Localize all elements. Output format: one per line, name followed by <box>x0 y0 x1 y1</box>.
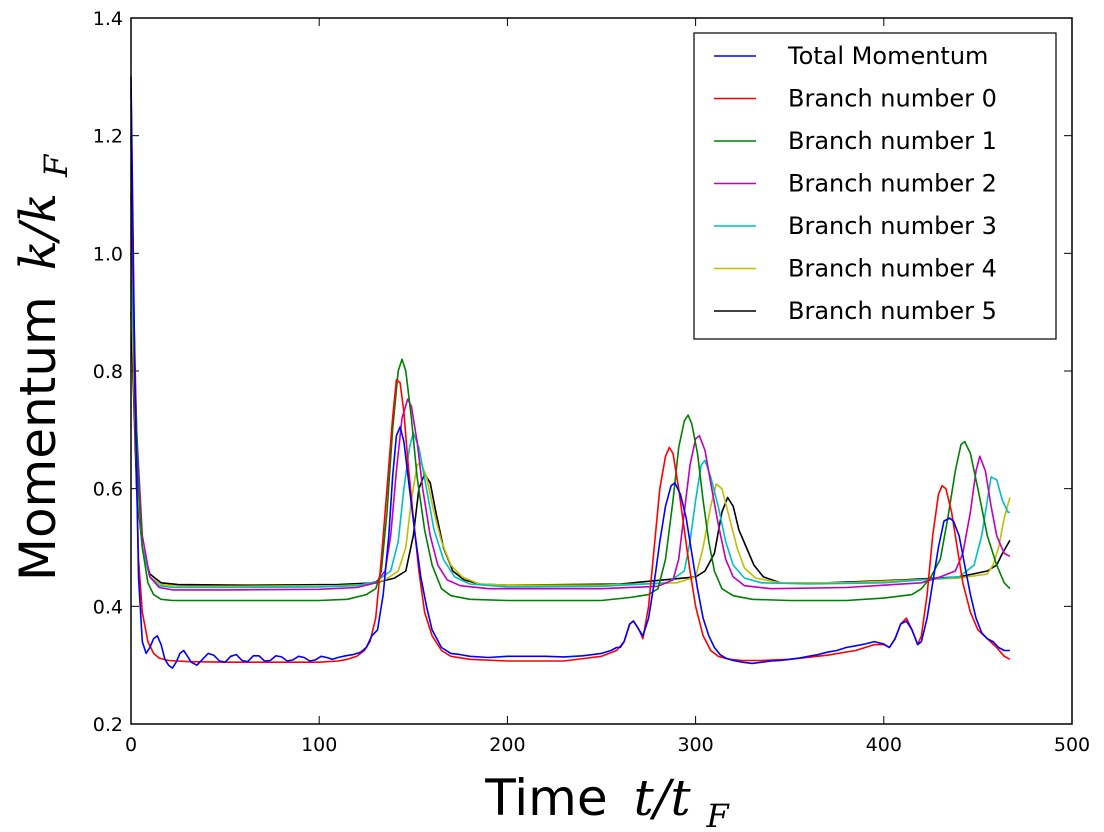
series-line-3 <box>130 194 1011 591</box>
series-line-6 <box>130 312 1011 586</box>
y-tick-label: 1.2 <box>93 126 123 148</box>
legend-label: Branch number 4 <box>788 255 997 283</box>
legend-label: Branch number 0 <box>788 85 997 113</box>
x-tick-label: 300 <box>677 734 713 756</box>
plot-frame <box>130 17 1073 725</box>
legend: Total Momentum Branch number 0 Branch numb… <box>693 32 1057 340</box>
y-tick-label: 1.4 <box>93 8 123 30</box>
x-axis-label: Time t/t F <box>484 769 730 832</box>
y-tick-label: 0.8 <box>93 361 123 383</box>
y-tick-label: 0.6 <box>93 479 123 501</box>
x-tick-label: 500 <box>1054 734 1090 756</box>
x-tick-label: 0 <box>125 734 137 756</box>
x-tick-label: 400 <box>866 734 902 756</box>
x-tick-label: 200 <box>489 734 525 756</box>
series-line-0 <box>130 76 1010 669</box>
legend-label: Total Momentum <box>787 42 988 70</box>
legend-box <box>693 32 1057 340</box>
legend-label: Branch number 1 <box>788 127 997 155</box>
series-line-1 <box>130 88 1011 663</box>
series-layer <box>130 76 1011 669</box>
series-line-2 <box>130 135 1011 602</box>
legend-label: Branch number 3 <box>788 212 997 240</box>
legend-label: Branch number 5 <box>788 297 997 325</box>
y-tick-label: 0.4 <box>93 596 123 618</box>
y-tick-label: 0.2 <box>93 714 123 736</box>
legend-label: Branch number 2 <box>788 170 997 198</box>
ticks-layer: 0 100 200 300 400 500 0.2 0.4 0.6 0.8 1.0 1.2 1.4 <box>93 8 1090 756</box>
y-axis-label: Momentum k/k F <box>9 153 75 581</box>
x-tick-label: 100 <box>301 734 337 756</box>
y-tick-label: 1.0 <box>93 243 123 265</box>
